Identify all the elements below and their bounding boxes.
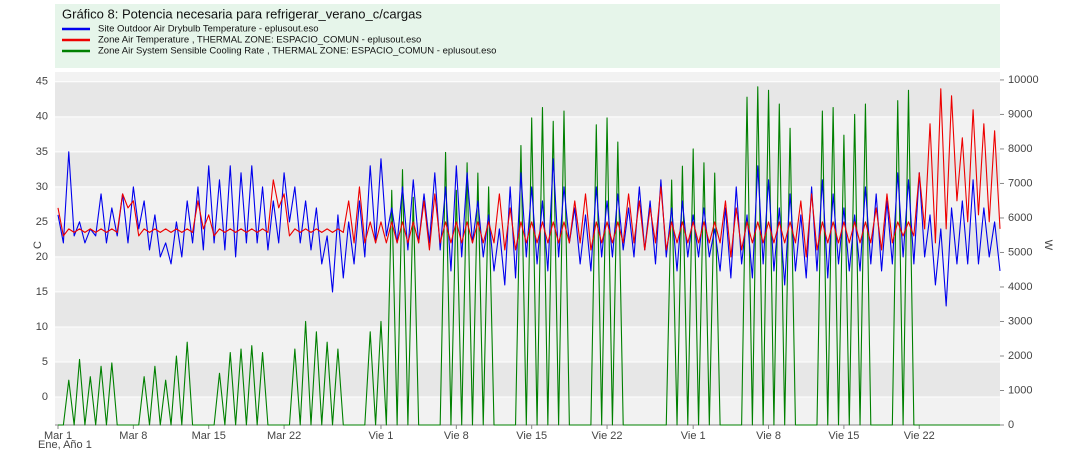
y2-tick-label: 3000 (1008, 315, 1032, 327)
y2-tick-label: 6000 (1008, 212, 1032, 224)
y-tick-label: 35 (36, 146, 48, 158)
x-tick-label: Vie 22 (592, 430, 623, 442)
x-tick-label: Mar 22 (267, 430, 301, 442)
legend-label: Site Outdoor Air Drybulb Temperature - e… (98, 24, 319, 35)
y2-tick-label: 8000 (1008, 143, 1032, 155)
y2-tick-label: 0 (1008, 419, 1014, 431)
x-tick-label: Mar 8 (119, 430, 147, 442)
x-tick-label: Vie 8 (444, 430, 469, 442)
y-tick-label: 20 (36, 251, 48, 263)
x-axis-label: Ene, Año 1 (38, 439, 92, 450)
x-tick-label: Vie 15 (516, 430, 547, 442)
grid-band (55, 151, 1000, 187)
grid-band (55, 291, 1000, 327)
title-box (55, 4, 1000, 68)
y2-tick-label: 1000 (1008, 384, 1032, 396)
chart-title: Gráfico 8: Potencia necesaria para refri… (62, 6, 422, 21)
y-tick-label: 30 (36, 181, 48, 193)
y-tick-label: 40 (36, 111, 48, 123)
y-tick-label: 10 (36, 321, 48, 333)
x-tick-label: Mar 15 (192, 430, 226, 442)
y-tick-label: 25 (36, 216, 48, 228)
legend-label: Zone Air Temperature , THERMAL ZONE: ESP… (98, 35, 421, 46)
series-line (58, 86, 1000, 426)
y2-tick-label: 5000 (1008, 246, 1032, 258)
x-tick-label: Vie 8 (756, 430, 781, 442)
y-tick-label: 15 (36, 286, 48, 298)
grid-band (55, 81, 1000, 117)
legend-label: Zone Air System Sensible Cooling Rate , … (98, 46, 496, 57)
x-tick-label: Vie 15 (828, 430, 859, 442)
y2-tick-label: 4000 (1008, 281, 1032, 293)
y-tick-label: 45 (36, 76, 48, 88)
y-axis-label: C (32, 241, 44, 249)
x-tick-label: Vie 1 (369, 430, 394, 442)
y-tick-label: 0 (42, 391, 48, 403)
x-tick-label: Vie 1 (681, 430, 706, 442)
series-line (57, 88, 1001, 258)
y2-tick-label: 10000 (1008, 74, 1039, 86)
y2-tick-label: 2000 (1008, 350, 1032, 362)
y2-tick-label: 9000 (1008, 108, 1032, 120)
y2-tick-label: 7000 (1008, 177, 1032, 189)
y-tick-label: 5 (42, 356, 48, 368)
y2-axis-label: W (1042, 240, 1054, 251)
x-tick-label: Mar 1 (44, 430, 72, 442)
series-line (57, 151, 1001, 307)
x-tick-label: Vie 22 (904, 430, 935, 442)
